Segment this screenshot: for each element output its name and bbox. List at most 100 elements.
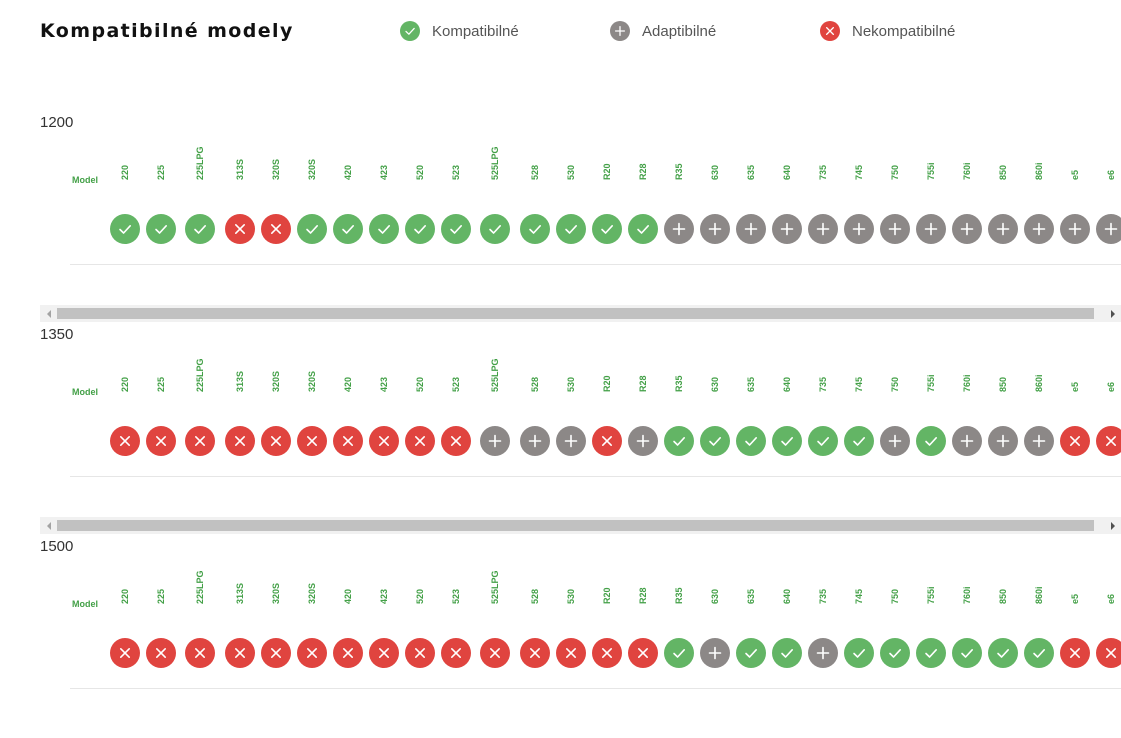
model-column-header: 420: [341, 146, 355, 190]
model-column-header: R20: [600, 570, 614, 614]
status-plus-icon: [1096, 214, 1121, 244]
model-name: 225LPG: [195, 146, 205, 180]
model-name: 735: [818, 164, 828, 180]
model-name: R28: [638, 163, 648, 180]
status-cross-icon: [225, 214, 255, 244]
model-name: e5: [1070, 593, 1080, 604]
model-name: R28: [638, 375, 648, 392]
status-check-icon: [736, 638, 766, 668]
status-check-icon: [110, 214, 140, 244]
model-column-header: 420: [341, 570, 355, 614]
status-check-icon: [880, 638, 910, 668]
status-check-icon: [369, 214, 399, 244]
status-cross-icon: [110, 426, 140, 456]
model-column-header: 530: [564, 358, 578, 402]
status-plus-icon: [700, 214, 730, 244]
model-name: e6: [1106, 593, 1116, 604]
model-name: 225: [156, 164, 166, 180]
row-divider: [70, 476, 1121, 477]
status-check-icon: [844, 426, 874, 456]
horizontal-scrollbar[interactable]: [40, 517, 1121, 534]
model-name: R20: [602, 587, 612, 604]
model-name: 860i: [1034, 162, 1044, 180]
model-name: 525LPG: [490, 570, 500, 604]
status-cross-icon: [441, 426, 471, 456]
model-name: 225: [156, 588, 166, 604]
status-check-icon: [185, 214, 215, 244]
model-header-label: Model: [72, 387, 98, 397]
model-name: 320S: [307, 582, 317, 604]
model-column-header: R20: [600, 358, 614, 402]
status-check-icon: [592, 214, 622, 244]
status-check-icon: [988, 638, 1018, 668]
status-plus-icon: [1024, 214, 1054, 244]
model-name: e5: [1070, 169, 1080, 180]
model-column-header: 520: [413, 570, 427, 614]
model-column-header: 528: [528, 358, 542, 402]
status-cross-icon: [333, 426, 363, 456]
status-cross-icon: [441, 638, 471, 668]
model-column-header: 750: [888, 570, 902, 614]
status-plus-icon: [700, 638, 730, 668]
model-column-header: 320S: [269, 358, 283, 402]
model-column-header: 528: [528, 146, 542, 190]
model-name: e6: [1106, 381, 1116, 392]
model-header-label: Model: [72, 599, 98, 609]
status-cross-icon: [261, 214, 291, 244]
status-check-icon: [628, 214, 658, 244]
model-column-header: 640: [780, 358, 794, 402]
status-check-icon: [480, 214, 510, 244]
model-column-header: 523: [449, 570, 463, 614]
status-cross-icon: [261, 638, 291, 668]
model-column-header: 755i: [924, 358, 938, 402]
model-name: 530: [566, 588, 576, 604]
scroll-right-arrow-icon[interactable]: [1104, 305, 1121, 322]
model-name: 640: [782, 164, 792, 180]
model-column-header: 630: [708, 358, 722, 402]
model-column-header: 635: [744, 570, 758, 614]
model-column-header: 860i: [1032, 146, 1046, 190]
model-name: 635: [746, 164, 756, 180]
status-plus-icon: [480, 426, 510, 456]
legend-item-ad: Adaptibilné: [610, 20, 716, 42]
status-plus-icon: [1024, 426, 1054, 456]
model-name: 735: [818, 588, 828, 604]
model-column-header: e6: [1104, 358, 1118, 402]
model-column-header: R28: [636, 358, 650, 402]
status-check-icon: [441, 214, 471, 244]
status-plus-icon: [952, 426, 982, 456]
model-name: 760i: [962, 162, 972, 180]
model-name: 313S: [235, 582, 245, 604]
page-title: Kompatibilné modely: [40, 20, 294, 42]
scrollbar-thumb[interactable]: [57, 520, 1094, 531]
status-plus-icon: [556, 426, 586, 456]
model-name: 313S: [235, 370, 245, 392]
status-cross-icon: [333, 638, 363, 668]
status-plus-icon: [988, 214, 1018, 244]
model-column-header: R20: [600, 146, 614, 190]
model-name: 225: [156, 376, 166, 392]
model-column-header: e5: [1068, 146, 1082, 190]
scroll-left-arrow-icon[interactable]: [40, 305, 57, 322]
model-name: 635: [746, 376, 756, 392]
scrollbar-thumb[interactable]: [57, 308, 1094, 319]
model-column-header: 635: [744, 358, 758, 402]
model-column-header: 635: [744, 146, 758, 190]
model-name: 640: [782, 588, 792, 604]
model-name: R28: [638, 587, 648, 604]
model-column-header: e5: [1068, 358, 1082, 402]
model-name: 755i: [926, 374, 936, 392]
status-check-icon: [405, 214, 435, 244]
model-name: 750: [890, 164, 900, 180]
status-cross-icon: [556, 638, 586, 668]
model-name: 525LPG: [490, 358, 500, 392]
model-column-header: 640: [780, 146, 794, 190]
model-name: 755i: [926, 162, 936, 180]
scroll-left-arrow-icon[interactable]: [40, 517, 57, 534]
model-column-header: 735: [816, 570, 830, 614]
scroll-right-arrow-icon[interactable]: [1104, 517, 1121, 534]
model-column-header: 320S: [305, 570, 319, 614]
horizontal-scrollbar[interactable]: [40, 305, 1121, 322]
model-name: 745: [854, 376, 864, 392]
model-column-header: 520: [413, 146, 427, 190]
